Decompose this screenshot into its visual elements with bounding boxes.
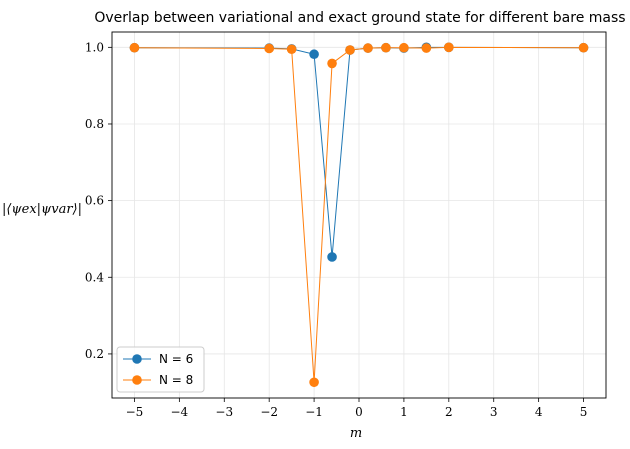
series-2-point bbox=[363, 43, 373, 53]
x-tick-label: −3 bbox=[215, 405, 233, 419]
x-tick-label: −2 bbox=[260, 405, 278, 419]
x-tick-label: 1 bbox=[400, 405, 408, 419]
series-1-point bbox=[309, 49, 319, 60]
x-tick-label: −1 bbox=[305, 405, 323, 419]
series-2-point bbox=[381, 42, 391, 53]
x-axis-label: m bbox=[350, 426, 362, 441]
x-tick-label: 3 bbox=[490, 405, 498, 419]
y-tick-label: 0.6 bbox=[85, 194, 104, 208]
series-2-point bbox=[264, 43, 274, 54]
legend-label: N = 8 bbox=[159, 373, 193, 387]
series-2-point bbox=[309, 377, 319, 388]
axis-ticks: −5 −4 −3 −2 −1 0 1 2 3 4 5 0.2 0.4 0.6 0.8 1.0 bbox=[85, 40, 587, 419]
series-2-point bbox=[399, 42, 409, 53]
legend: N = 6 N = 8 bbox=[116, 346, 205, 393]
x-tick-label: −4 bbox=[171, 405, 189, 419]
x-tick-label: 5 bbox=[580, 405, 588, 419]
series-2-point bbox=[345, 45, 355, 55]
series-2-point bbox=[578, 42, 589, 53]
series-2-point bbox=[327, 58, 337, 69]
x-tick-label: 2 bbox=[445, 405, 453, 419]
x-tick-label: 4 bbox=[535, 405, 543, 419]
legend-label: N = 6 bbox=[159, 352, 193, 366]
series-1-point bbox=[327, 252, 337, 262]
series-2-point bbox=[421, 43, 432, 53]
grid bbox=[112, 32, 606, 398]
series-group bbox=[129, 42, 589, 388]
chart-title: Overlap between variational and exact gr… bbox=[94, 10, 630, 26]
legend-marker bbox=[132, 354, 142, 364]
series-2-point bbox=[444, 42, 454, 53]
y-axis-label: |⟨ψex|ψvar⟩| bbox=[2, 202, 82, 217]
y-tick-label: 1.0 bbox=[85, 40, 104, 54]
legend-marker bbox=[132, 375, 142, 385]
series-2-point bbox=[129, 42, 140, 53]
y-tick-label: 0.8 bbox=[85, 117, 104, 131]
series-2 bbox=[129, 42, 589, 388]
series-2-point bbox=[286, 44, 297, 55]
x-tick-label: 0 bbox=[355, 405, 363, 419]
y-tick-label: 0.4 bbox=[85, 270, 104, 284]
x-tick-label: −5 bbox=[126, 405, 144, 419]
y-tick-label: 0.2 bbox=[85, 347, 104, 361]
